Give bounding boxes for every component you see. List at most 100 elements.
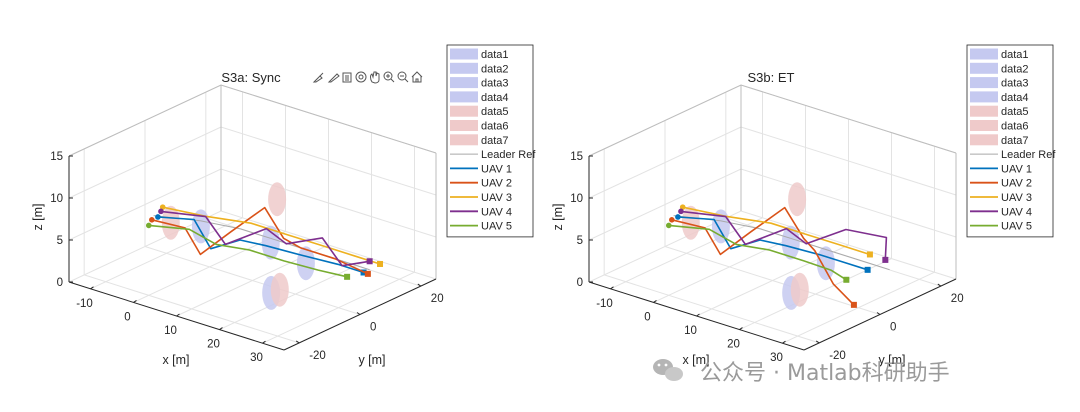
legend-label: data7 [1001,135,1029,147]
end-marker [866,251,873,258]
watermark-text: 公众号 · Matlab科研助手 [700,361,950,386]
x-tick-label: 0 [124,311,130,323]
x-tick-label: 30 [770,352,783,364]
z-tick-label: 0 [577,277,583,289]
y-tick [295,340,300,344]
rotate-3d-icon[interactable] [342,72,352,83]
trajectory-leader-ref [673,215,890,271]
legend-label: UAV 4 [481,206,512,218]
legend-swatch [450,62,478,74]
obstacle-data1 [191,209,210,244]
x-tick-label: 10 [684,325,697,337]
trajectory-uav-4 [680,210,888,260]
legend: data1 data2 data3 data4 data5 data6 data7 Leade… [446,44,536,238]
legend-label: UAV 2 [1001,178,1032,190]
watermark: 公众号 · Matlab科研助手 [653,359,950,386]
x-tick [262,340,266,344]
legend-swatch [970,120,998,131]
pan-icon[interactable] [355,71,367,83]
start-marker [665,222,672,229]
end-marker [850,301,857,308]
y-tick-label: 0 [370,322,376,334]
subplot-sync[interactable]: 0 5 10 15 -10 0 10 20 30 -20 0 20 z [m] x [m] y [m] S3a… [31,44,536,367]
legend-swatch [970,77,998,89]
chart-title: S3a: Sync [221,70,281,85]
data-tips-icon[interactable] [327,73,340,83]
legend-label: Leader Ref [481,149,536,161]
x-tick-label: 20 [207,339,220,351]
x-tick-label: 0 [644,311,650,323]
legend-label: data7 [481,135,509,147]
legend-label: UAV 5 [481,221,512,233]
trajectory-uav-1 [677,216,868,271]
zoom-out-icon[interactable] [383,71,395,83]
legend-label: UAV 1 [1001,163,1032,175]
legend-label: data6 [481,121,509,133]
x-tick [219,327,223,331]
legend-label: data2 [1001,63,1029,75]
y-tick-label: -20 [829,350,846,362]
legend-label: data5 [481,106,509,118]
x-tick-label: 10 [164,325,177,337]
x-axis-label: x [m] [682,353,709,367]
legend-label: data2 [481,63,509,75]
subplot-et[interactable]: 0 5 10 15 -10 0 10 20 30 -20 0 20 z [m] x [m] y [m] S3b… [551,44,1056,367]
trajectory-uav-4 [160,210,370,267]
legend-label: data3 [1001,78,1029,90]
start-marker [675,214,681,220]
grid-line [68,126,437,199]
legend-label: UAV 3 [1001,192,1032,204]
end-marker [377,260,384,267]
home-icon[interactable] [397,71,409,83]
obstacle-data6 [268,182,287,217]
legend-swatch [450,48,478,60]
legend-label: UAV 2 [481,178,512,190]
y-tick-label: 20 [951,293,964,305]
obstacle-data5 [681,205,700,240]
legend-swatch [450,91,478,103]
legend-swatch [970,91,998,103]
legend: data1 data2 data3 data4 data5 data6 data7 Leade… [966,44,1056,238]
y-tick [876,312,881,315]
wechat-icon [653,359,683,381]
home-icon[interactable] [411,71,423,83]
legend-label: data1 [1001,49,1029,61]
y-tick-label: 20 [431,293,444,305]
end-marker [344,273,351,280]
legend-label: data5 [1001,106,1029,118]
start-marker [155,214,161,220]
brush-icon[interactable] [312,72,324,83]
end-marker [366,258,373,265]
z-tick-label: 0 [57,277,63,289]
x-tick [696,313,700,317]
z-tick-label: 15 [570,151,583,163]
grid-line [68,168,437,241]
grid-line [83,148,300,344]
grid-line [133,105,286,303]
y-tick [815,340,820,344]
z-tick-label: 15 [50,151,63,163]
obstacle-data5 [161,205,180,240]
trajectory-uav-3 [162,206,381,265]
y-tick [937,283,942,287]
axes-toolbar[interactable] [312,71,423,84]
legend-swatch [970,134,998,146]
grid-line [262,146,415,344]
x-tick-label: -10 [76,298,93,310]
obstacle-data6 [788,182,807,217]
grid-line [610,91,763,290]
y-tick-label: 0 [890,322,896,334]
x-tick-label: 20 [727,339,740,351]
x-tick [782,340,786,344]
end-marker [882,256,889,263]
axes-box [68,84,437,279]
z-tick-label: 10 [570,193,583,205]
zoom-in-icon[interactable] [370,71,380,84]
legend-label: data4 [1001,92,1029,104]
y-axis-label: y [m] [878,353,905,367]
grid-line [603,148,820,344]
obstacle-data2 [261,225,280,260]
y-tick [356,312,361,315]
legend-swatch [970,48,998,60]
